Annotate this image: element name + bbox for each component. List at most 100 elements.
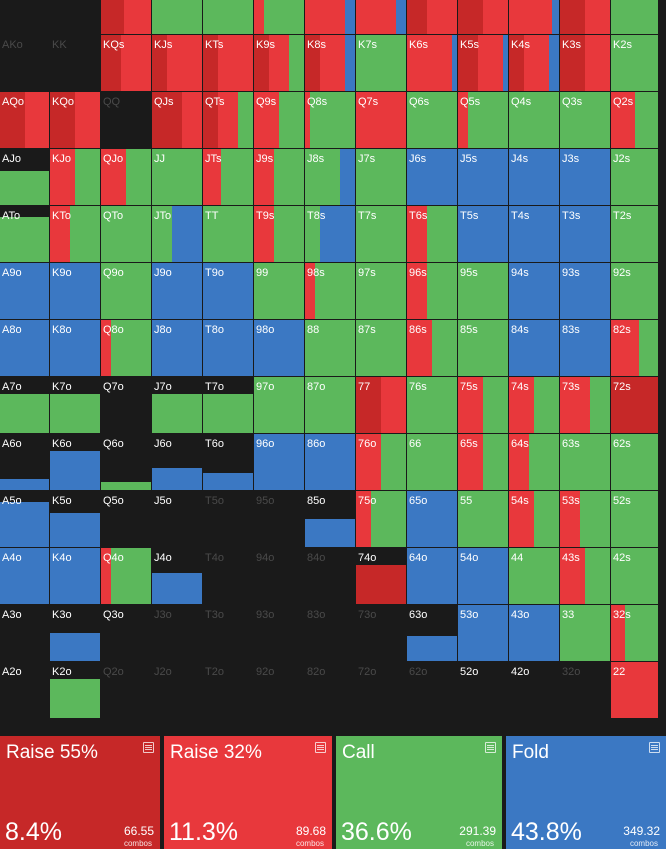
hand-cell-64o[interactable]: 64o (407, 548, 457, 604)
hand-cell-J9s[interactable]: J9s (254, 149, 304, 205)
hand-cell-AJo[interactable]: AJo (0, 149, 49, 205)
hand-cell-66[interactable]: 66 (407, 434, 457, 490)
hand-cell-84o[interactable]: 84o (305, 548, 355, 604)
hand-cell-T8o[interactable]: T8o (203, 320, 253, 376)
hand-cell-75o[interactable]: 75o (356, 491, 406, 547)
hand-cell-75s[interactable]: 75s (458, 377, 508, 433)
hand-cell-93o[interactable]: 93o (254, 605, 304, 661)
hand-cell-84s[interactable]: 84s (509, 320, 559, 376)
hand-cell-65o[interactable]: 65o (407, 491, 457, 547)
hand-cell-K9s[interactable]: K9s (254, 35, 304, 91)
hand-cell-Q5s[interactable]: Q5s (458, 92, 508, 148)
hand-cell-Q2o[interactable]: Q2o (101, 662, 151, 718)
hand-cell-73s[interactable]: 73s (560, 377, 610, 433)
hand-cell-T9s[interactable]: T9s (254, 206, 304, 262)
hand-cell-T4s[interactable]: T4s (509, 206, 559, 262)
hand-cell-T5o[interactable]: T5o (203, 491, 253, 547)
hand-cell-A9o[interactable]: A9o (0, 263, 49, 319)
hand-cell-T2s[interactable]: T2s (611, 206, 658, 262)
hand-cell-Q9s[interactable]: Q9s (254, 92, 304, 148)
hand-cell-22[interactable]: 22 (611, 662, 658, 718)
hand-cell-QTs[interactable]: QTs (203, 92, 253, 148)
hand-cell-J6s[interactable]: J6s (407, 149, 457, 205)
hand-cell-KQs[interactable]: KQs (101, 35, 151, 91)
hand-cell-T7o[interactable]: T7o (203, 377, 253, 433)
hand-cell-72s[interactable]: 72s (611, 377, 658, 433)
hand-cell-52s[interactable]: 52s (611, 491, 658, 547)
hand-cell-76s[interactable]: 76s (407, 377, 457, 433)
hand-cell-86o[interactable]: 86o (305, 434, 355, 490)
hand-cell-K2o[interactable]: K2o (50, 662, 100, 718)
hand-cell-99[interactable]: 99 (254, 263, 304, 319)
hand-cell-QJs[interactable]: QJs (152, 92, 202, 148)
hand-cell-AKs[interactable]: AKs (50, 0, 100, 34)
hand-cell-Q4o[interactable]: Q4o (101, 548, 151, 604)
hand-cell-82s[interactable]: 82s (611, 320, 658, 376)
hand-cell-63s[interactable]: 63s (560, 434, 610, 490)
hand-cell-42o[interactable]: 42o (509, 662, 559, 718)
raise-small-card[interactable]: Raise 32% 11.3% 89.68 combos (164, 736, 332, 849)
hand-cell-Q6s[interactable]: Q6s (407, 92, 457, 148)
hand-cell-Q6o[interactable]: Q6o (101, 434, 151, 490)
hand-cell-T8s[interactable]: T8s (305, 206, 355, 262)
hand-cell-KJo[interactable]: KJo (50, 149, 100, 205)
calculator-icon[interactable] (649, 742, 660, 753)
hand-cell-A9s[interactable]: A9s (254, 0, 304, 34)
hand-cell-K4s[interactable]: K4s (509, 35, 559, 91)
hand-cell-K5s[interactable]: K5s (458, 35, 508, 91)
calculator-icon[interactable] (485, 742, 496, 753)
hand-cell-T3o[interactable]: T3o (203, 605, 253, 661)
hand-cell-KTo[interactable]: KTo (50, 206, 100, 262)
raise-big-card[interactable]: Raise 55% 8.4% 66.55 combos (0, 736, 160, 849)
hand-cell-43s[interactable]: 43s (560, 548, 610, 604)
hand-cell-AKo[interactable]: AKo (0, 35, 49, 91)
hand-cell-J7o[interactable]: J7o (152, 377, 202, 433)
hand-cell-AJs[interactable]: AJs (152, 0, 202, 34)
hand-cell-74s[interactable]: 74s (509, 377, 559, 433)
hand-cell-85o[interactable]: 85o (305, 491, 355, 547)
hand-cell-K2s[interactable]: K2s (611, 35, 658, 91)
hand-cell-86s[interactable]: 86s (407, 320, 457, 376)
hand-cell-J8s[interactable]: J8s (305, 149, 355, 205)
hand-cell-KJs[interactable]: KJs (152, 35, 202, 91)
hand-cell-94o[interactable]: 94o (254, 548, 304, 604)
hand-cell-QTo[interactable]: QTo (101, 206, 151, 262)
hand-cell-A4s[interactable]: A4s (509, 0, 559, 34)
hand-cell-J4s[interactable]: J4s (509, 149, 559, 205)
hand-cell-Q7s[interactable]: Q7s (356, 92, 406, 148)
hand-cell-33[interactable]: 33 (560, 605, 610, 661)
fold-card[interactable]: Fold 43.8% 349.32 combos (506, 736, 666, 849)
hand-cell-A5s[interactable]: A5s (458, 0, 508, 34)
hand-cell-92s[interactable]: 92s (611, 263, 658, 319)
hand-cell-95s[interactable]: 95s (458, 263, 508, 319)
hand-cell-83s[interactable]: 83s (560, 320, 610, 376)
hand-cell-54o[interactable]: 54o (458, 548, 508, 604)
hand-cell-K3o[interactable]: K3o (50, 605, 100, 661)
hand-cell-KK[interactable]: KK (50, 35, 100, 91)
hand-cell-63o[interactable]: 63o (407, 605, 457, 661)
hand-cell-A7s[interactable]: A7s (356, 0, 406, 34)
hand-cell-K6s[interactable]: K6s (407, 35, 457, 91)
hand-cell-88[interactable]: 88 (305, 320, 355, 376)
hand-cell-97o[interactable]: 97o (254, 377, 304, 433)
hand-cell-52o[interactable]: 52o (458, 662, 508, 718)
hand-cell-T7s[interactable]: T7s (356, 206, 406, 262)
hand-cell-T2o[interactable]: T2o (203, 662, 253, 718)
hand-cell-K6o[interactable]: K6o (50, 434, 100, 490)
hand-cell-A7o[interactable]: A7o (0, 377, 49, 433)
hand-cell-A2o[interactable]: A2o (0, 662, 49, 718)
hand-cell-J5s[interactable]: J5s (458, 149, 508, 205)
hand-cell-J5o[interactable]: J5o (152, 491, 202, 547)
hand-cell-32s[interactable]: 32s (611, 605, 658, 661)
hand-cell-A3s[interactable]: A3s (560, 0, 610, 34)
hand-cell-73o[interactable]: 73o (356, 605, 406, 661)
hand-cell-32o[interactable]: 32o (560, 662, 610, 718)
hand-cell-K4o[interactable]: K4o (50, 548, 100, 604)
hand-cell-65s[interactable]: 65s (458, 434, 508, 490)
hand-cell-94s[interactable]: 94s (509, 263, 559, 319)
hand-cell-J3s[interactable]: J3s (560, 149, 610, 205)
hand-cell-J8o[interactable]: J8o (152, 320, 202, 376)
hand-cell-QJo[interactable]: QJo (101, 149, 151, 205)
hand-cell-Q9o[interactable]: Q9o (101, 263, 151, 319)
hand-cell-J9o[interactable]: J9o (152, 263, 202, 319)
